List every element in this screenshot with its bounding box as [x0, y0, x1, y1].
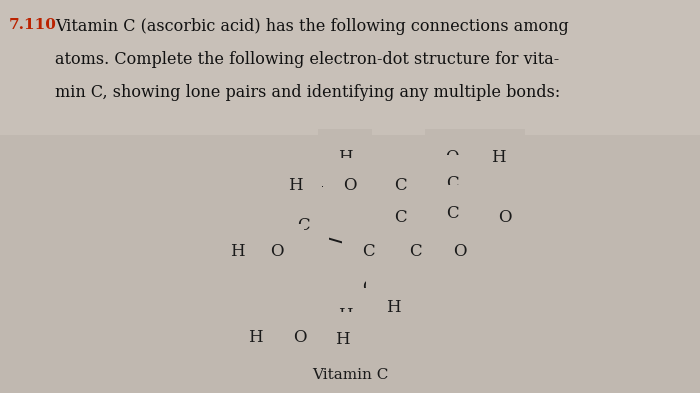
Text: O: O: [445, 149, 458, 165]
Text: 7.110: 7.110: [9, 18, 57, 32]
Text: H: H: [230, 244, 244, 261]
Text: atoms. Complete the following electron-dot structure for vita-: atoms. Complete the following electron-d…: [55, 51, 559, 68]
Text: H: H: [288, 178, 302, 195]
Text: H: H: [335, 332, 349, 349]
Text: C: C: [446, 204, 459, 222]
Text: min C, showing lone pairs and identifying any multiple bonds:: min C, showing lone pairs and identifyin…: [55, 84, 560, 101]
Text: C: C: [393, 209, 406, 226]
Text: O: O: [343, 178, 357, 195]
Text: O: O: [270, 244, 284, 261]
Text: H: H: [491, 149, 505, 165]
Text: H: H: [250, 226, 265, 242]
Text: H: H: [337, 149, 352, 165]
Text: H: H: [248, 329, 262, 345]
Text: C: C: [362, 279, 375, 296]
Text: Vitamin C (ascorbic acid) has the following connections among: Vitamin C (ascorbic acid) has the follow…: [55, 18, 568, 35]
Text: Vitamin C: Vitamin C: [312, 368, 388, 382]
Text: C: C: [446, 174, 459, 191]
Text: H: H: [386, 299, 400, 316]
Text: H: H: [248, 209, 262, 226]
Text: C: C: [393, 178, 406, 195]
Text: O: O: [293, 329, 307, 345]
Bar: [0, 0, 700, 135]
Text: O: O: [454, 244, 467, 261]
Text: O: O: [498, 209, 512, 226]
Text: C: C: [297, 217, 309, 235]
Bar: [0, 135, 700, 393]
Text: H: H: [337, 307, 352, 325]
Text: C: C: [362, 244, 375, 261]
Text: C: C: [409, 244, 421, 261]
